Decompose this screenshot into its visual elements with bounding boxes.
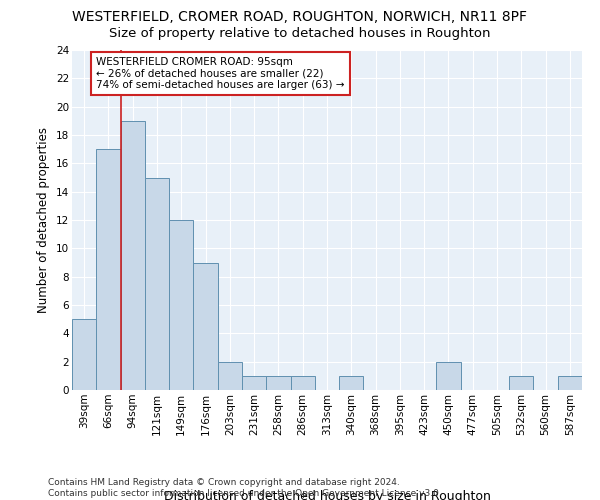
Bar <box>96 149 121 390</box>
Text: Size of property relative to detached houses in Roughton: Size of property relative to detached ho… <box>109 28 491 40</box>
Bar <box>339 376 364 390</box>
Text: WESTERFIELD, CROMER ROAD, ROUGHTON, NORWICH, NR11 8PF: WESTERFIELD, CROMER ROAD, ROUGHTON, NORW… <box>73 10 527 24</box>
X-axis label: Distribution of detached houses by size in Roughton: Distribution of detached houses by size … <box>164 490 490 500</box>
Bar <box>509 376 533 390</box>
Bar <box>169 220 193 390</box>
Bar <box>145 178 169 390</box>
Bar <box>436 362 461 390</box>
Bar <box>242 376 266 390</box>
Bar <box>121 121 145 390</box>
Bar <box>218 362 242 390</box>
Bar <box>72 319 96 390</box>
Bar <box>266 376 290 390</box>
Bar <box>290 376 315 390</box>
Bar <box>193 262 218 390</box>
Bar <box>558 376 582 390</box>
Text: WESTERFIELD CROMER ROAD: 95sqm
← 26% of detached houses are smaller (22)
74% of : WESTERFIELD CROMER ROAD: 95sqm ← 26% of … <box>96 57 345 90</box>
Text: Contains HM Land Registry data © Crown copyright and database right 2024.
Contai: Contains HM Land Registry data © Crown c… <box>48 478 442 498</box>
Y-axis label: Number of detached properties: Number of detached properties <box>37 127 50 313</box>
